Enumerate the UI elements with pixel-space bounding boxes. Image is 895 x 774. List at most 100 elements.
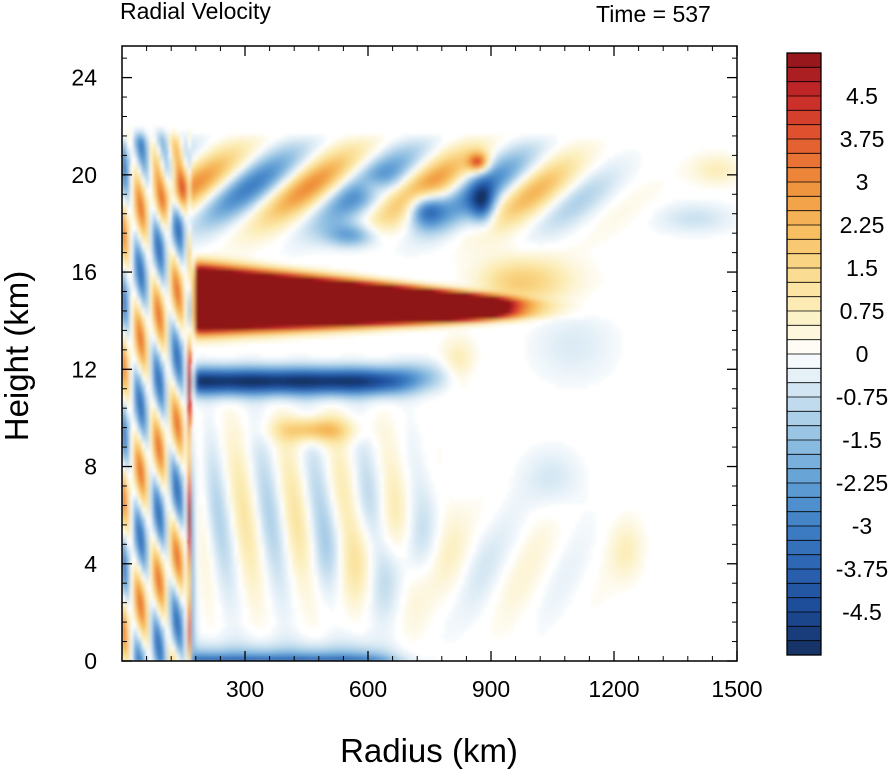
heatmap-cell [179, 215, 185, 220]
heatmap-cell [152, 242, 158, 247]
heatmap-cell [214, 261, 219, 266]
heatmap-cell [279, 288, 285, 293]
heatmap-cell [237, 257, 242, 262]
heatmap-cell [694, 203, 700, 209]
heatmap-cell [464, 195, 469, 201]
heatmap-cell [306, 226, 311, 232]
heatmap-cell [191, 203, 196, 209]
heatmap-cell [594, 265, 600, 270]
heatmap-cell [571, 222, 577, 228]
heatmap-cell [164, 215, 169, 220]
heatmap-cell [156, 142, 162, 147]
heatmap-cell [141, 230, 146, 235]
heatmap-cell [202, 184, 208, 189]
heatmap-cell [294, 149, 300, 155]
heatmap-cell [410, 215, 415, 220]
heatmap-cell [275, 215, 281, 220]
heatmap-cell [141, 245, 146, 251]
heatmap-cell [210, 203, 215, 209]
heatmap-cell [237, 242, 242, 247]
heatmap-cell [137, 242, 142, 247]
heatmap-cell [614, 161, 619, 166]
heatmap-cell [325, 176, 331, 182]
heatmap-cell [710, 226, 715, 232]
heatmap-cell [502, 142, 507, 147]
heatmap-cell [567, 153, 573, 159]
heatmap-cell [318, 149, 323, 155]
heatmap-cell [248, 142, 254, 147]
heatmap-cell [210, 265, 215, 270]
heatmap-cell [233, 172, 238, 178]
heatmap-cell [187, 203, 192, 209]
heatmap-cell [344, 134, 350, 139]
heatmap-cell [252, 276, 258, 282]
heatmap-cell [421, 138, 427, 143]
heatmap-cell [129, 165, 135, 170]
heatmap-cell [429, 245, 434, 251]
heatmap-cell [402, 195, 408, 201]
heatmap-cell [260, 195, 265, 201]
heatmap-cell [287, 138, 292, 143]
heatmap-cell [421, 226, 427, 232]
heatmap-cell [310, 138, 315, 143]
heatmap-cell [337, 188, 342, 193]
heatmap-cell [271, 153, 277, 159]
heatmap-cell [521, 142, 527, 147]
heatmap-cell [379, 203, 384, 209]
heatmap-cell [294, 142, 300, 147]
heatmap-cell [533, 276, 538, 282]
heatmap-cell [729, 184, 734, 189]
heatmap-cell [456, 172, 461, 178]
heatmap-cell [502, 230, 507, 235]
heatmap-cell [560, 218, 565, 224]
heatmap-cell [137, 184, 142, 189]
heatmap-cell [387, 145, 392, 151]
heatmap-cell [291, 161, 296, 166]
heatmap-cell [337, 211, 342, 216]
heatmap-cell [452, 215, 457, 220]
heatmap-cell [437, 176, 442, 182]
heatmap-cell [621, 165, 627, 170]
heatmap-cell [698, 157, 703, 162]
heatmap-cell [706, 172, 711, 178]
heatmap-cell [725, 176, 730, 182]
heatmap-cell [256, 280, 261, 285]
heatmap-cell [210, 153, 215, 159]
heatmap-cell [510, 176, 515, 182]
heatmap-cell [125, 188, 131, 193]
heatmap-cell [521, 215, 527, 220]
heatmap-cell [583, 192, 588, 197]
heatmap-cell [567, 176, 573, 182]
heatmap-cell [237, 149, 242, 155]
heatmap-cell [517, 165, 523, 170]
heatmap-cell [421, 234, 427, 239]
heatmap-cell [452, 145, 457, 151]
heatmap-cell [364, 207, 369, 212]
heatmap-cell [702, 149, 707, 155]
heatmap-cell [291, 211, 296, 216]
heatmap-cell [425, 169, 431, 174]
heatmap-cell [717, 218, 723, 224]
heatmap-cell [637, 165, 642, 170]
heatmap-cell [352, 242, 358, 247]
heatmap-cell [187, 215, 192, 220]
heatmap-cell [406, 195, 411, 201]
heatmap-cell [433, 234, 438, 239]
heatmap-cell [571, 226, 577, 232]
heatmap-cell [195, 257, 200, 262]
heatmap-cell [629, 192, 634, 197]
heatmap-cell [298, 276, 304, 282]
heatmap-cell [464, 226, 469, 232]
heatmap-cell [421, 172, 427, 178]
heatmap-cell [321, 184, 327, 189]
heatmap-cell [364, 165, 369, 170]
heatmap-cell [433, 165, 438, 170]
heatmap-cell [356, 153, 361, 159]
heatmap-cell [141, 261, 146, 266]
heatmap-cell [487, 226, 492, 232]
heatmap-cell [310, 134, 315, 139]
heatmap-cell [337, 195, 342, 201]
heatmap-cell [225, 188, 231, 193]
heatmap-cell [575, 253, 580, 258]
heatmap-cell [160, 245, 165, 251]
